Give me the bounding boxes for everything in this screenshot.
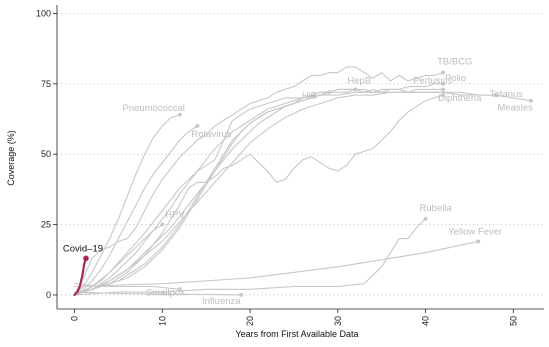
series-end-point-hib [327, 90, 332, 95]
series-label-tb-bcg: TB/BCG [437, 57, 472, 68]
y-axis-title: Coverage (%) [6, 130, 16, 186]
series-end-point-smallpox [177, 287, 182, 292]
x-tick-label: 20 [245, 316, 255, 326]
series-line-hpv [73, 224, 163, 296]
series-end-point-tb-bcg [441, 70, 446, 75]
y-tick-label: 50 [41, 149, 51, 159]
x-tick-label: 10 [157, 316, 167, 326]
series-label-hpv: HPV [165, 210, 185, 221]
series-end-point-rubella [423, 216, 428, 221]
series-line-rotavirus [73, 125, 198, 296]
series-end-point-hpv [160, 222, 165, 227]
series-end-point-hepb [353, 87, 358, 92]
series-label-pneumococcal: Pneumococcal [123, 103, 185, 114]
series-label-pertussis: Pertussis [413, 75, 452, 86]
gridlines [57, 13, 544, 296]
x-axis-title: Years from First Available Data [235, 329, 358, 339]
series-end-point-polio [441, 81, 446, 86]
series-line-measles [73, 91, 532, 296]
series-line-smallpox [73, 283, 181, 290]
x-tick-label: 40 [421, 316, 431, 326]
series-label-hib: HiB [302, 90, 317, 101]
y-tick-label: 25 [41, 220, 51, 230]
series-label-tetanus: Tetanus [490, 89, 524, 100]
series-label-covid-19: Covid–19 [63, 243, 103, 254]
axis-ticks: 0 25 50 75 100 0 10 20 30 40 50 [36, 8, 518, 326]
series-label-hepb: HepB [347, 75, 371, 86]
series-label-measles: Measles [497, 103, 533, 114]
series-end-point-covid-19 [83, 255, 89, 262]
series-label-rubella: Rubella [420, 203, 453, 214]
series-line-tetanus [73, 91, 497, 296]
series-label-influenza: Influenza [202, 296, 241, 307]
series-line-tb-bcg [73, 66, 444, 296]
y-tick-label: 100 [36, 8, 51, 18]
x-tick-label: 30 [333, 316, 343, 326]
series-end-point-yellow-fever [476, 239, 481, 244]
series-line-covid-19 [73, 257, 88, 296]
series-end-point-influenza [239, 292, 244, 297]
series-end-point-measles [528, 98, 533, 103]
x-tick-label: 0 [70, 316, 80, 321]
series-line-hib [73, 91, 330, 296]
series-lines [73, 66, 533, 297]
series-end-point-diphtheria [441, 93, 446, 98]
series-label-rotavirus: Rotavirus [191, 129, 231, 140]
y-tick-label: 75 [41, 79, 51, 89]
series-line-diphtheria [73, 94, 444, 296]
series-end-point-pertussis [441, 87, 446, 92]
series-end-point-rotavirus [195, 124, 200, 129]
series-line-pertussis [73, 88, 444, 296]
x-tick-label: 50 [508, 316, 518, 326]
series-label-diphtheria: Diphtheria [438, 93, 482, 104]
series-end-point-pneumococcal [177, 112, 182, 117]
series-label-yellow-fever: Yellow Fever [448, 226, 502, 237]
series-label-smallpox: Smallpox [146, 287, 185, 298]
series-line-rubella [73, 218, 427, 296]
series-line-pneumococcal [73, 114, 181, 296]
series-line-influenza [73, 291, 242, 296]
y-tick-label: 0 [46, 290, 51, 300]
series-label-polio: Polio [445, 73, 466, 84]
series-line-yellow-fever [73, 240, 479, 288]
